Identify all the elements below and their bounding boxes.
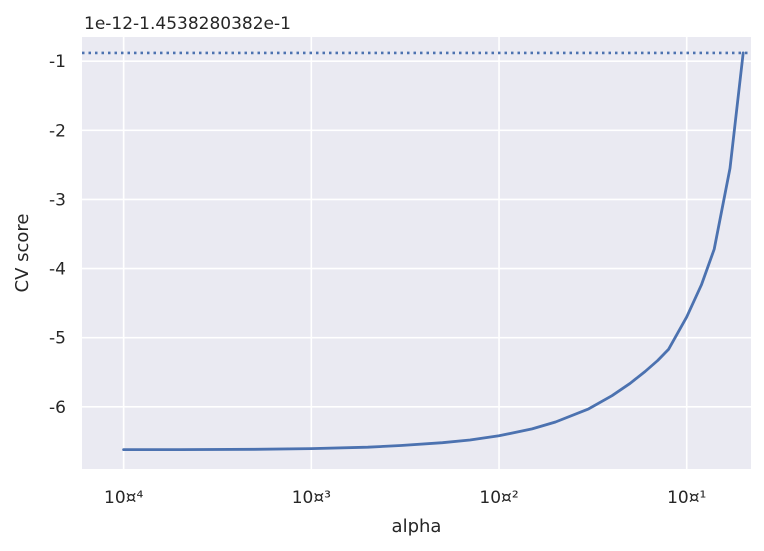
x-axis-label: alpha bbox=[392, 516, 442, 537]
y-axis-label: CV score bbox=[12, 214, 33, 293]
y-tick-label: -1 bbox=[49, 52, 66, 72]
y-tick-label: -3 bbox=[49, 190, 66, 210]
grid-lines bbox=[82, 37, 751, 469]
x-tick-label: 10¤¹ bbox=[667, 488, 706, 508]
x-tick-label: 10¤² bbox=[479, 488, 518, 508]
x-tick-label: 10¤⁴ bbox=[104, 488, 143, 508]
y-offset-text: 1e-12-1.4538280382e-1 bbox=[84, 14, 291, 34]
y-tick-label: -5 bbox=[49, 329, 66, 349]
x-tick-labels: 10¤⁴ 10¤³ 10¤² 10¤¹ bbox=[104, 488, 706, 508]
series-layer bbox=[82, 51, 751, 452]
y-tick-labels: -1 -2 -3 -4 -5 -6 bbox=[49, 52, 66, 418]
y-tick-label: -6 bbox=[49, 398, 66, 418]
plot-background bbox=[82, 37, 751, 469]
y-tick-label: -2 bbox=[49, 121, 66, 141]
cv-score-line bbox=[122, 51, 745, 452]
y-tick-label: -4 bbox=[49, 260, 66, 280]
x-tick-label: 10¤³ bbox=[292, 488, 331, 508]
